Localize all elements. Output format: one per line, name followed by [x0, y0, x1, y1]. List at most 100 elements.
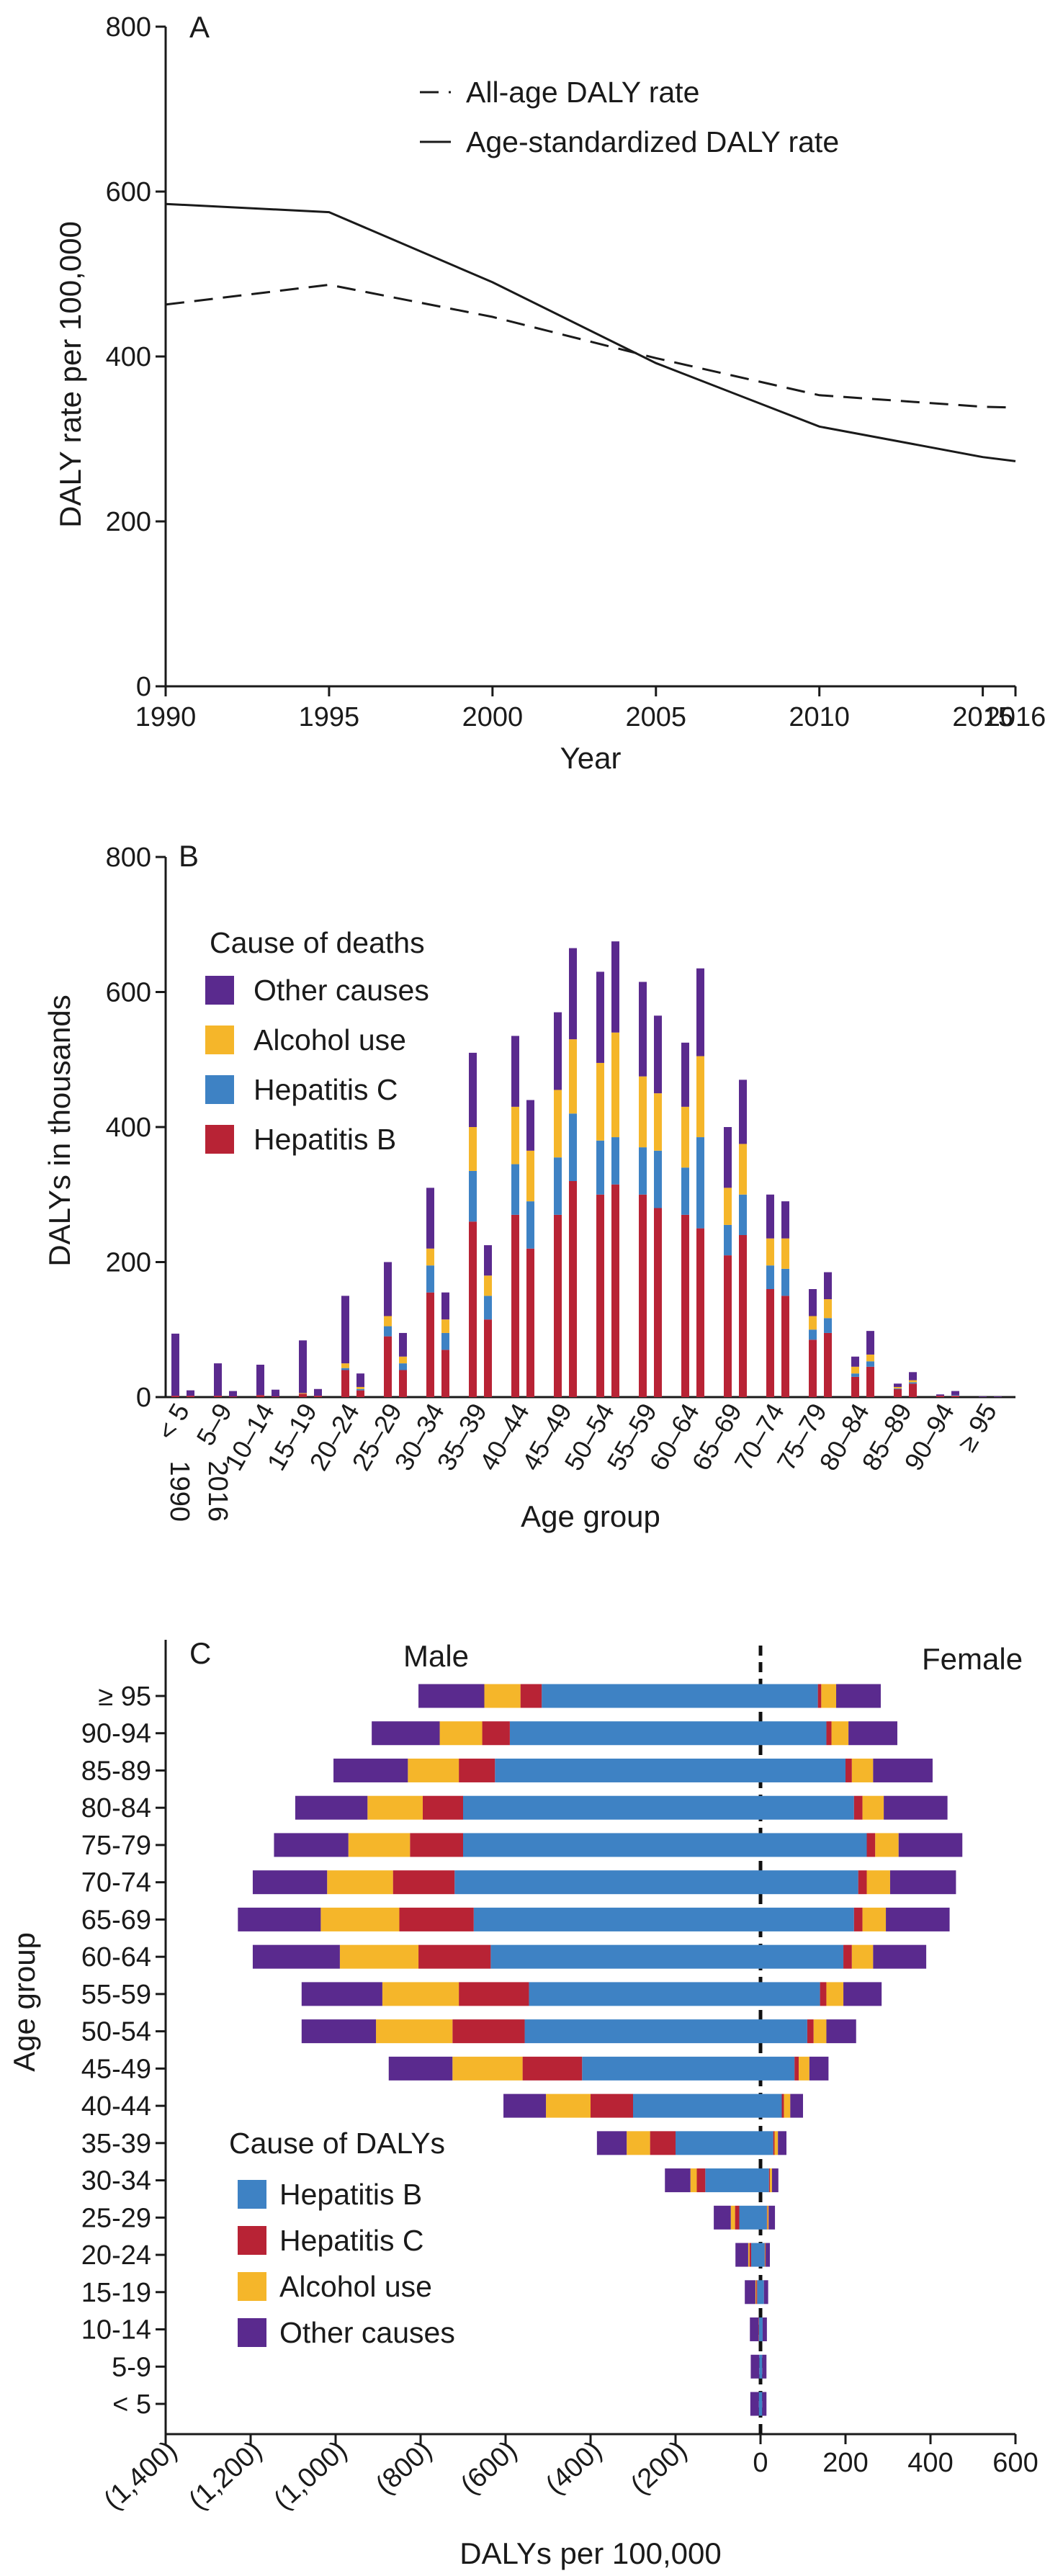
bar-hepatitis-c-1990: [511, 1164, 519, 1215]
bar-female-other-causes: [886, 1907, 950, 1931]
bar-female-other-causes: [809, 2056, 829, 2081]
bar-female-other-causes: [836, 1684, 881, 1708]
bar-male-other-causes: [252, 1944, 340, 1969]
bar-female-hepatitis-b: [761, 2093, 782, 2118]
bar-other-causes-1990: [596, 971, 604, 1063]
x-tick-label: 600: [992, 2448, 1038, 2478]
panel-a-label: A: [189, 10, 210, 44]
bar-other-causes-1990: [214, 1363, 222, 1396]
legend-swatch-hepatitis-c: [238, 2226, 266, 2255]
panel-a-x-axis-label: Year: [560, 741, 622, 775]
panel-c-legend: Cause of DALYs Hepatitis B Hepatitis C Alc…: [229, 2127, 455, 2349]
bar-male-other-causes: [333, 1758, 408, 1782]
bar-other-causes-1990: [469, 1052, 477, 1127]
bar-female-hepatitis-b: [761, 1721, 827, 1746]
bar-male-hepatitis-c: [418, 1944, 491, 1969]
bar-other-causes-1990: [894, 1383, 902, 1387]
bar-male-other-causes: [252, 1870, 328, 1895]
panel-c-x-axis-label: DALYs per 100,000: [459, 2536, 721, 2570]
bar-male-other-causes: [750, 2354, 760, 2379]
x-tick-label: 200: [822, 2448, 868, 2478]
bar-female-hepatitis-b: [761, 2280, 764, 2305]
bar-male-alcohol-use: [382, 1982, 459, 2006]
bar-alcohol-use-1990: [596, 1062, 604, 1141]
panel-c-y-axis-label: Age group: [7, 1932, 41, 2072]
bar-hepatitis-b-2016: [866, 1366, 874, 1397]
bar-female-hepatitis-b: [761, 2056, 795, 2081]
panel-b-y-axis-label: DALYs in thousands: [42, 995, 76, 1266]
bar-female-other-causes: [884, 1795, 948, 1820]
bar-hepatitis-c-1990: [894, 1388, 902, 1389]
bar-female-alcohol-use: [767, 2205, 769, 2230]
bar-alcohol-use-2016: [441, 1319, 449, 1333]
bar-male-hepatitis-b: [524, 2019, 761, 2044]
bar-other-causes-2016: [399, 1332, 407, 1357]
bar-female-other-causes: [762, 2317, 767, 2342]
bar-hepatitis-b-2016: [569, 1181, 577, 1397]
bar-male-hepatitis-b: [463, 1795, 761, 1820]
bar-other-causes-1990: [384, 1262, 392, 1316]
bar-other-causes-1990: [979, 1396, 987, 1397]
bar-other-causes-1990: [554, 1012, 562, 1090]
bar-alcohol-use-2016: [399, 1356, 407, 1364]
bar-female-hepatitis-b: [761, 1833, 867, 1857]
bar-female-other-causes: [873, 1944, 927, 1969]
legend-swatch-hepatitis-b: [238, 2180, 266, 2209]
bar-male-hepatitis-b: [705, 2168, 761, 2193]
bar-alcohol-use-1990: [341, 1363, 349, 1368]
bar-hepatitis-b-2016: [484, 1319, 492, 1397]
bar-alcohol-use-1990: [894, 1386, 902, 1388]
bar-alcohol-use-2016: [356, 1386, 364, 1389]
bar-hepatitis-c-2016: [484, 1296, 492, 1320]
bar-female-other-causes: [771, 2168, 779, 2193]
bar-hepatitis-b-1990: [256, 1395, 264, 1397]
bar-other-causes-1990: [256, 1365, 264, 1396]
bar-other-causes-2016: [356, 1373, 364, 1387]
bar-female-alcohol-use: [765, 2243, 766, 2267]
bar-other-causes-1990: [851, 1356, 859, 1367]
bar-male-alcohol-use: [327, 1870, 393, 1895]
y-tick-label: 0: [136, 1383, 151, 1413]
x-tick-label: (800): [370, 2435, 438, 2500]
bar-female-hepatitis-c: [843, 1944, 852, 1969]
y-tick-label: 60-64: [81, 1942, 151, 1973]
bar-male-alcohol-use: [748, 2243, 750, 2267]
bar-alcohol-use-1990: [511, 1106, 519, 1164]
bar-female-hepatitis-c: [807, 2019, 814, 2044]
bar-male-alcohol-use: [484, 1684, 521, 1708]
bar-female-other-causes: [766, 2243, 770, 2267]
bar-hepatitis-b-2016: [187, 1396, 194, 1397]
panel-c-axes: [156, 1640, 1017, 2444]
bar-male-alcohol-use: [339, 1944, 419, 1969]
bar-female-hepatitis-c: [826, 1721, 832, 1746]
y-tick-label: 0: [136, 672, 151, 702]
panel-c-bars: [238, 1684, 963, 2416]
bar-female-hepatitis-c: [766, 2205, 768, 2230]
bar-male-other-causes: [714, 2205, 731, 2230]
bar-hepatitis-b-2016: [356, 1390, 364, 1397]
bar-male-alcohol-use: [755, 2280, 757, 2305]
bar-alcohol-use-2016: [611, 1032, 619, 1138]
male-side-label: Male: [403, 1639, 469, 1673]
legend-swatch-other-causes: [238, 2318, 266, 2347]
bar-hepatitis-c-2016: [399, 1363, 407, 1370]
bar-hepatitis-b-2016: [951, 1396, 959, 1397]
bar-other-causes-1990: [809, 1289, 817, 1316]
bar-female-alcohol-use: [826, 1982, 844, 2006]
bar-female-hepatitis-c: [781, 2093, 784, 2118]
bar-male-other-causes: [735, 2243, 748, 2267]
bar-female-other-causes: [826, 2019, 856, 2044]
bar-male-other-causes: [418, 1684, 485, 1708]
bar-alcohol-use-1990: [724, 1188, 732, 1225]
bar-hepatitis-b-1990: [809, 1339, 817, 1397]
bar-female-alcohol-use: [862, 1907, 887, 1931]
bar-female-hepatitis-c: [768, 2168, 770, 2193]
bar-hepatitis-c-2016: [866, 1361, 874, 1367]
panel-a-axes: [156, 25, 1017, 696]
bar-male-hepatitis-b: [454, 1870, 761, 1895]
bar-hepatitis-c-1990: [426, 1265, 434, 1293]
y-tick-label: 50-54: [81, 2017, 151, 2047]
bar-hepatitis-b-2016: [272, 1396, 279, 1397]
y-tick-label: 85-89: [81, 1756, 151, 1786]
bar-female-hepatitis-c: [794, 2056, 799, 2081]
